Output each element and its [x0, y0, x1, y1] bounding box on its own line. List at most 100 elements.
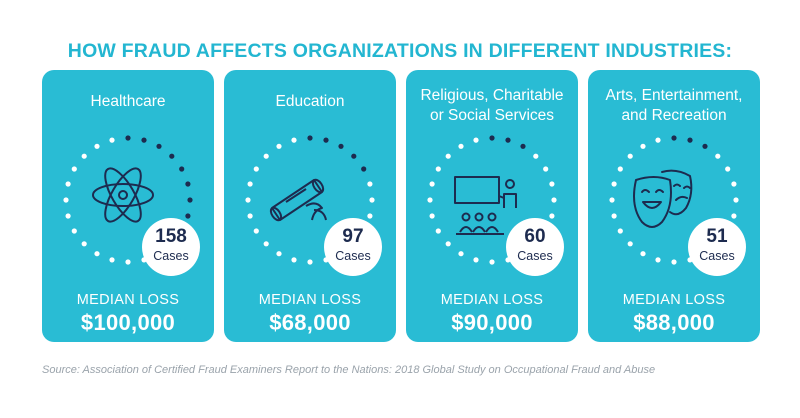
- cases-label: Cases: [517, 249, 553, 263]
- median-loss-label: MEDIAN LOSS: [622, 292, 726, 308]
- industry-name-line: Arts, Entertainment,: [605, 87, 743, 104]
- cases-label: Cases: [335, 249, 371, 263]
- ring-dot: [94, 143, 100, 149]
- ring-dot: [549, 181, 555, 187]
- ring-dot: [640, 143, 646, 149]
- cases-badge: 158 Cases: [142, 218, 200, 276]
- median-loss-label: MEDIAN LOSS: [440, 292, 544, 308]
- ring-dot-dark: [185, 181, 191, 187]
- dot-ring: [427, 135, 557, 265]
- ring-dot-dark: [702, 143, 708, 149]
- ring-dot-dark: [361, 166, 367, 172]
- cases-badge: 97 Cases: [324, 218, 382, 276]
- ring-dot: [427, 197, 433, 203]
- ring-dot-dark: [141, 137, 147, 143]
- industry-card-education: Education 97 Cases MEDIAN LOSS $68,000: [224, 70, 396, 342]
- ring-dot-dark: [169, 153, 175, 159]
- dot-ring: [63, 135, 193, 265]
- ring-dot: [276, 251, 282, 257]
- infographic-title: HOW FRAUD AFFECTS ORGANIZATIONS IN DIFFE…: [67, 40, 733, 62]
- ring-dot-dark: [520, 143, 526, 149]
- ring-dot: [617, 228, 623, 234]
- industry-name-line: Education: [275, 93, 345, 110]
- ring-dot: [627, 153, 633, 159]
- ring-dot-dark: [338, 143, 344, 149]
- ring-dot: [429, 181, 435, 187]
- ring-dot: [715, 153, 721, 159]
- ring-dot: [655, 137, 661, 143]
- ring-dot: [445, 153, 451, 159]
- ring-dot: [617, 166, 623, 172]
- ring-dot: [367, 213, 373, 219]
- ring-dot: [725, 166, 731, 172]
- industry-name-line: Religious, Charitable: [420, 87, 564, 104]
- ring-dot: [489, 259, 495, 265]
- ring-dot: [435, 228, 441, 234]
- ring-dot: [71, 228, 77, 234]
- ring-dot-dark: [489, 135, 495, 141]
- ring-dot: [307, 259, 313, 265]
- ring-dot: [247, 181, 253, 187]
- ring-dot: [276, 143, 282, 149]
- ring-dot-dark: [187, 197, 193, 203]
- ring-dot: [291, 137, 297, 143]
- ring-dot-dark: [179, 166, 185, 172]
- ring-dot: [611, 181, 617, 187]
- ring-dot: [65, 213, 71, 219]
- ring-dot: [109, 257, 115, 263]
- ring-dot: [65, 181, 71, 187]
- ring-dot: [245, 197, 251, 203]
- ring-dot: [435, 166, 441, 172]
- ring-dot: [81, 241, 87, 247]
- cases-count: 60: [524, 226, 546, 247]
- ring-dot: [640, 251, 646, 257]
- ring-dot: [549, 213, 555, 219]
- ring-dot: [458, 143, 464, 149]
- ring-dot: [445, 241, 451, 247]
- atom-icon: [92, 167, 154, 223]
- diploma-scroll-icon: [269, 178, 327, 222]
- ring-dot: [247, 213, 253, 219]
- ring-dot-dark: [351, 153, 357, 159]
- industry-name: Healthcare: [46, 92, 210, 112]
- ring-dot: [733, 197, 739, 203]
- cases-label: Cases: [153, 249, 189, 263]
- ring-dot: [473, 257, 479, 263]
- dot-ring: [609, 135, 739, 265]
- median-loss-value: $68,000: [269, 310, 351, 335]
- industry-name-line: or Social Services: [429, 107, 555, 124]
- industry-card-religious-charitable: Religious, Charitable or Social Services…: [406, 70, 578, 342]
- industry-card-healthcare: Healthcare 158 Cases MEDIAN LOSS $100,00…: [42, 70, 214, 342]
- ring-dot: [253, 166, 259, 172]
- ring-dot-dark: [125, 135, 131, 141]
- cases-count: 158: [155, 226, 187, 247]
- source-note: Source: Association of Certified Fraud E…: [42, 364, 656, 376]
- ring-dot-dark: [185, 213, 191, 219]
- cases-badge: 60 Cases: [506, 218, 564, 276]
- ring-dot-dark: [671, 135, 677, 141]
- ring-dot: [731, 213, 737, 219]
- cases-badge: 51 Cases: [688, 218, 746, 276]
- ring-dot: [533, 153, 539, 159]
- median-loss-value: $90,000: [451, 310, 533, 335]
- ring-dot: [367, 181, 373, 187]
- ring-dot-dark: [156, 143, 162, 149]
- industry-card-arts-entertainment: Arts, Entertainment, and Recreation 51 C…: [588, 70, 760, 342]
- ring-dot: [369, 197, 375, 203]
- ring-dot: [71, 166, 77, 172]
- cases-count: 97: [342, 226, 364, 247]
- ring-dot: [109, 137, 115, 143]
- median-loss-value: $88,000: [633, 310, 715, 335]
- ring-dot: [473, 137, 479, 143]
- ring-dot: [94, 251, 100, 257]
- median-loss-label: MEDIAN LOSS: [76, 292, 180, 308]
- ring-dot: [543, 166, 549, 172]
- ring-dot: [627, 241, 633, 247]
- ring-dot-dark: [505, 137, 511, 143]
- ring-dot: [731, 181, 737, 187]
- industry-name: Arts, Entertainment, and Recreation: [592, 86, 756, 126]
- ring-dot: [81, 153, 87, 159]
- ring-dot-dark: [307, 135, 313, 141]
- theater-masks-icon: [633, 169, 693, 228]
